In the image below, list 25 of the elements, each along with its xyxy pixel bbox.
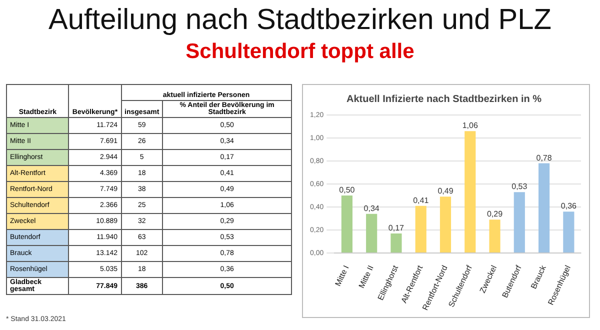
data-label: 0,49: [438, 186, 454, 196]
data-label: 0,36: [560, 202, 578, 211]
bar: [415, 206, 426, 253]
bar: [440, 196, 452, 253]
data-label: 0,29: [486, 210, 504, 219]
bar: [514, 192, 525, 253]
text: Aufteilung nach Stadtbezirken und PLZ: [48, 4, 552, 37]
bar: [489, 220, 500, 253]
x-tick-label: Mitte I: [333, 264, 351, 288]
bar: [390, 233, 402, 253]
bar: [464, 131, 476, 253]
bar: [563, 212, 574, 253]
data-label: 0,41: [413, 196, 430, 205]
x-tick-label: Mitte II: [357, 264, 376, 290]
data-label: 0,34: [364, 204, 380, 213]
data-label: 1,06: [462, 121, 478, 130]
bar: [538, 163, 550, 253]
data-label: 0,53: [512, 182, 528, 192]
bar: [366, 214, 378, 253]
data-label: 0,50: [339, 186, 356, 195]
bar: [341, 196, 352, 253]
data-label: 0,17: [388, 223, 405, 232]
data-label: 0,78: [536, 153, 552, 162]
text: Schultendorf toppt alle: [184, 40, 416, 64]
chart-title: Aktuell Infizierte nach Stadtbezirken in %: [346, 94, 542, 105]
